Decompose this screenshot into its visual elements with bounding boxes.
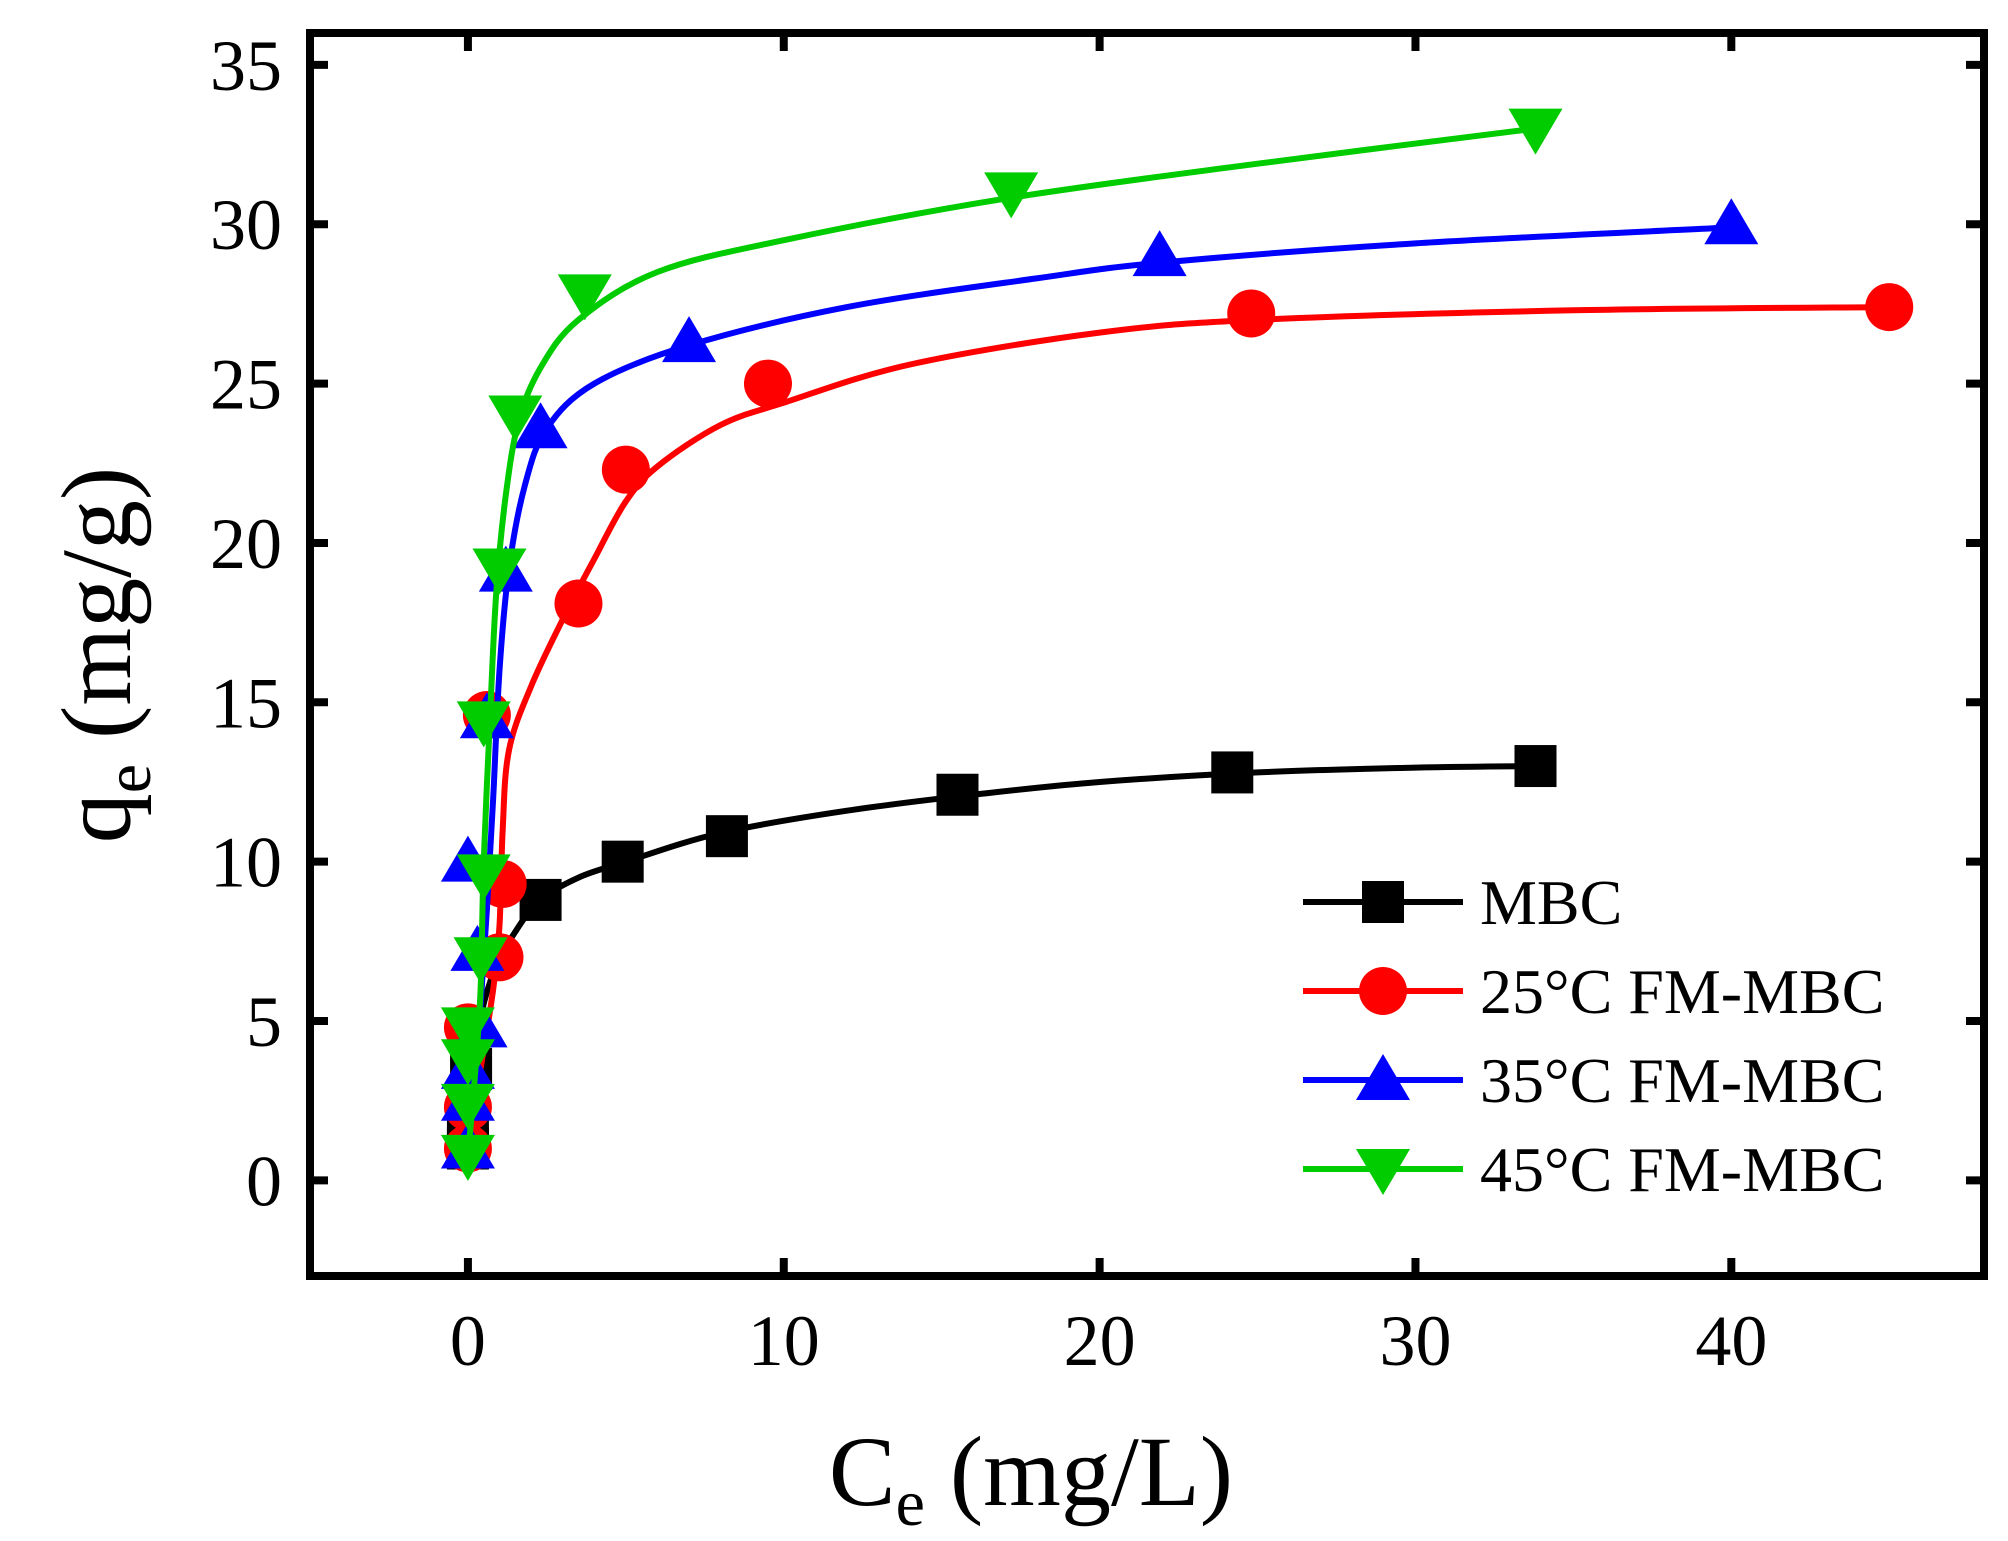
data-point: [557, 274, 612, 321]
y-tick-label: 0: [246, 1141, 282, 1221]
legend-label: 35°C FM-MBC: [1480, 1045, 1884, 1116]
x-tick-label: 10: [748, 1301, 820, 1381]
data-point: [456, 701, 511, 748]
x-tick-label: 0: [450, 1301, 486, 1381]
y-tick-label: 35: [210, 26, 282, 106]
y-axis-title: qe (mg/g): [41, 467, 165, 843]
data-point: [1227, 289, 1276, 338]
data-point: [936, 773, 979, 816]
data-point: [601, 445, 650, 494]
x-axis-title-unit: (mg/L): [925, 1416, 1233, 1527]
y-axis-title-subscript: e: [92, 764, 165, 793]
data-point: [1211, 751, 1254, 794]
legend-item: MBC: [1303, 867, 1622, 938]
data-point: [513, 402, 568, 449]
x-tick-label: 20: [1064, 1301, 1136, 1381]
legend-label: 45°C FM-MBC: [1480, 1134, 1884, 1205]
y-tick-label: 5: [246, 982, 282, 1062]
legend-marker: [1356, 1149, 1410, 1195]
series-3: [440, 108, 1563, 1181]
data-point: [456, 854, 511, 901]
x-axis-title: Ce (mg/L): [829, 1416, 1233, 1540]
data-point: [662, 316, 717, 363]
data-point: [1132, 230, 1187, 277]
data-point: [440, 1007, 495, 1054]
data-point: [554, 579, 603, 628]
tick-labels: 0 10 20 30 40 0 5 10 15 20 25 30 35: [210, 26, 1767, 1381]
data-point: [601, 840, 644, 883]
legend-item: 45°C FM-MBC: [1303, 1134, 1884, 1205]
y-axis-title-main: q: [41, 793, 152, 843]
y-tick-label: 30: [210, 185, 282, 265]
y-axis-title-unit: (mg/g): [41, 467, 152, 764]
data-point: [743, 359, 792, 408]
data-point: [488, 395, 543, 442]
data-point: [472, 548, 527, 595]
series-fit-line: [464, 125, 1536, 1156]
data-point: [1514, 745, 1557, 788]
data-point: [1704, 198, 1759, 245]
data-point: [453, 937, 508, 984]
series-fit-line: [464, 224, 1732, 1149]
data-point: [984, 172, 1039, 219]
legend-label: MBC: [1480, 867, 1622, 938]
series-layer: [440, 108, 1914, 1181]
legend-marker: [1362, 881, 1404, 923]
legend-label: 25°C FM-MBC: [1480, 956, 1884, 1027]
data-point: [440, 1134, 495, 1181]
legend-marker: [1356, 1054, 1410, 1100]
data-point: [1508, 108, 1563, 155]
plot-frame: [306, 29, 1988, 1280]
y-tick-label: 20: [210, 504, 282, 584]
legend-item: 35°C FM-MBC: [1303, 1045, 1884, 1116]
data-point: [1865, 283, 1914, 332]
data-point: [440, 1039, 495, 1086]
y-tick-label: 25: [210, 345, 282, 425]
x-axis-title-subscript: e: [896, 1467, 925, 1540]
y-tick-label: 15: [210, 663, 282, 743]
x-tick-label: 40: [1695, 1301, 1767, 1381]
legend-marker: [1359, 967, 1407, 1015]
y-tick-label: 10: [210, 823, 282, 903]
legend: MBC 25°C FM-MBC 35°C FM-MBC 45°C FM-MBC: [1303, 867, 1884, 1205]
data-point: [440, 1083, 495, 1130]
data-point: [705, 815, 748, 858]
x-tick-label: 30: [1379, 1301, 1451, 1381]
x-axis-title-main: C: [829, 1416, 896, 1527]
legend-item: 25°C FM-MBC: [1303, 956, 1884, 1027]
